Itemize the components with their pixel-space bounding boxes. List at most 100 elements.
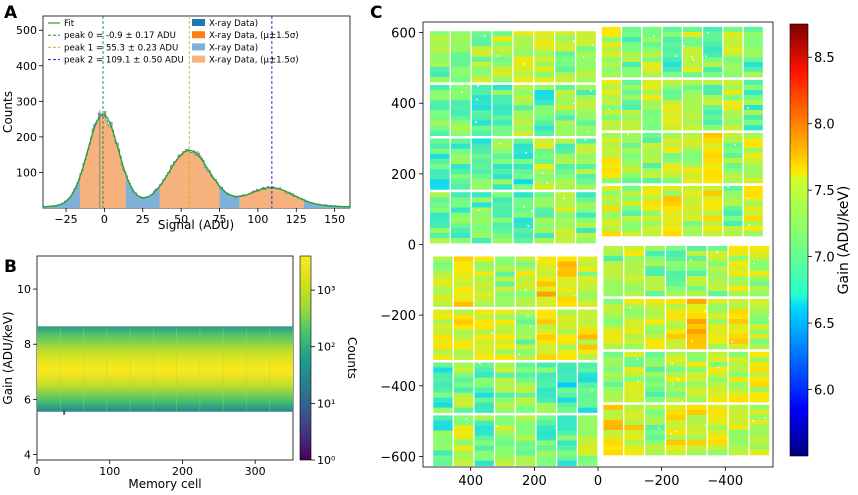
pixel-tile — [686, 276, 707, 282]
pixel-tile — [433, 440, 453, 446]
pixel-tile — [495, 362, 515, 368]
pixel-tile — [749, 382, 770, 388]
pixel-tile — [686, 434, 707, 441]
pixel-tile — [645, 371, 665, 378]
pixel-tile — [515, 344, 536, 350]
pixel-tile — [433, 291, 453, 297]
pixel-tile — [474, 450, 494, 456]
pixel-tile — [515, 450, 536, 456]
pixel-tile — [686, 329, 707, 335]
pixel-tile — [728, 419, 749, 426]
pixel-tile — [471, 115, 492, 121]
pixel-tile — [662, 221, 682, 227]
pixel-tile — [576, 238, 596, 244]
pixel-tile — [515, 367, 536, 373]
pixel-tile — [603, 439, 623, 446]
pixel-tile — [603, 286, 623, 292]
pixel-tile — [576, 46, 596, 52]
dead-pixel — [537, 258, 539, 260]
pixel-tile — [728, 266, 749, 272]
pixel-tile — [536, 372, 556, 378]
pixel-tile — [515, 455, 536, 461]
pixel-tile — [603, 271, 623, 277]
pixel-tile — [662, 216, 682, 222]
pixel-tile — [749, 397, 770, 403]
pixel-tile — [743, 153, 763, 159]
dead-pixel — [478, 209, 480, 211]
a-ytick-label-3: 400 — [16, 60, 37, 73]
pixel-tile — [749, 392, 770, 398]
pixel-tile — [430, 143, 450, 149]
pixel-tile — [622, 231, 642, 237]
dead-pixel — [636, 358, 639, 360]
pixel-tile — [513, 115, 534, 121]
pixel-tile — [723, 163, 743, 169]
pixel-tile — [430, 164, 450, 170]
a-xtick-label-5: 100 — [247, 213, 268, 226]
dead-pixel — [727, 186, 729, 188]
pixel-tile — [645, 308, 665, 315]
pixel-tile — [603, 255, 623, 262]
pixel-tile — [624, 429, 644, 436]
a-ytick-label-0: 100 — [16, 166, 37, 179]
pixel-tile — [666, 356, 686, 363]
pixel-tile — [576, 51, 596, 57]
pixel-tile — [453, 319, 474, 325]
pixel-tile — [474, 430, 494, 436]
pixel-tile — [557, 334, 577, 340]
pixel-tile — [515, 387, 536, 393]
pixel-tile — [666, 298, 686, 305]
dead-pixel — [555, 427, 557, 429]
pixel-tile — [622, 153, 642, 159]
pixel-tile — [474, 387, 494, 393]
pixel-tile — [555, 164, 575, 170]
pixel-tile — [666, 266, 686, 272]
pixel-tile — [492, 232, 513, 239]
pixel-tile — [433, 296, 453, 302]
pixel-tile — [536, 291, 556, 297]
pixel-tile — [515, 276, 536, 282]
pixel-tile — [686, 439, 707, 446]
pixel-tile — [474, 309, 494, 315]
pixel-tile — [578, 276, 598, 282]
pixel-tile — [622, 185, 642, 192]
pixel-tile — [474, 402, 494, 408]
pixel-tile — [450, 164, 471, 170]
pixel-tile — [624, 281, 644, 287]
legend-swatch-4 — [192, 19, 205, 26]
pixel-tile — [642, 216, 662, 222]
pixel-tile — [622, 173, 642, 179]
pixel-tile — [622, 105, 642, 111]
pixel-tile — [578, 435, 598, 441]
pixel-tile — [555, 66, 575, 73]
panel-b-colorbar-label: Counts — [345, 337, 359, 379]
pixel-tile — [728, 434, 749, 441]
panel-c-colorbar-label: Gain (ADU/keV) — [836, 186, 852, 295]
pixel-tile — [453, 377, 474, 383]
pixel-tile — [683, 42, 702, 48]
pixel-tile — [578, 460, 598, 466]
pixel-tile — [601, 231, 621, 237]
pixel-tile — [515, 382, 536, 388]
pixel-tile — [624, 445, 644, 451]
pixel-tile — [622, 132, 642, 139]
pixel-tile — [662, 84, 682, 91]
pixel-tile — [603, 351, 623, 358]
pixel-tile — [624, 261, 644, 267]
pixel-tile — [603, 245, 623, 252]
pixel-tile — [536, 392, 556, 398]
legend-label-6: X-ray Data) — [209, 43, 258, 53]
pixel-tile — [555, 41, 575, 47]
pixel-tile — [683, 125, 702, 131]
pixel-tile — [703, 132, 723, 139]
pixel-tile — [707, 366, 728, 373]
pixel-tile — [433, 420, 453, 426]
pixel-tile — [662, 72, 682, 78]
pixel-tile — [662, 26, 682, 33]
pixel-tile — [749, 344, 770, 350]
pixel-tile — [515, 324, 536, 330]
pixel-tile — [433, 362, 453, 368]
pixel-tile — [624, 419, 644, 426]
pixel-tile — [430, 77, 450, 83]
dead-pixel — [731, 340, 733, 343]
